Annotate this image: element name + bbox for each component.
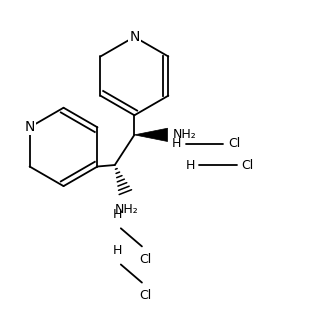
Text: H: H	[172, 137, 181, 150]
Text: Cl: Cl	[228, 137, 240, 150]
Text: H: H	[113, 208, 122, 221]
Text: Cl: Cl	[241, 159, 254, 171]
Text: Cl: Cl	[139, 289, 151, 302]
Text: Cl: Cl	[139, 253, 151, 266]
Text: N: N	[129, 30, 140, 44]
Text: H: H	[113, 244, 122, 257]
Polygon shape	[134, 128, 168, 142]
Text: H: H	[185, 159, 195, 171]
Text: N: N	[24, 120, 35, 134]
Text: NH₂: NH₂	[173, 129, 197, 141]
Text: NH₂: NH₂	[115, 203, 139, 216]
